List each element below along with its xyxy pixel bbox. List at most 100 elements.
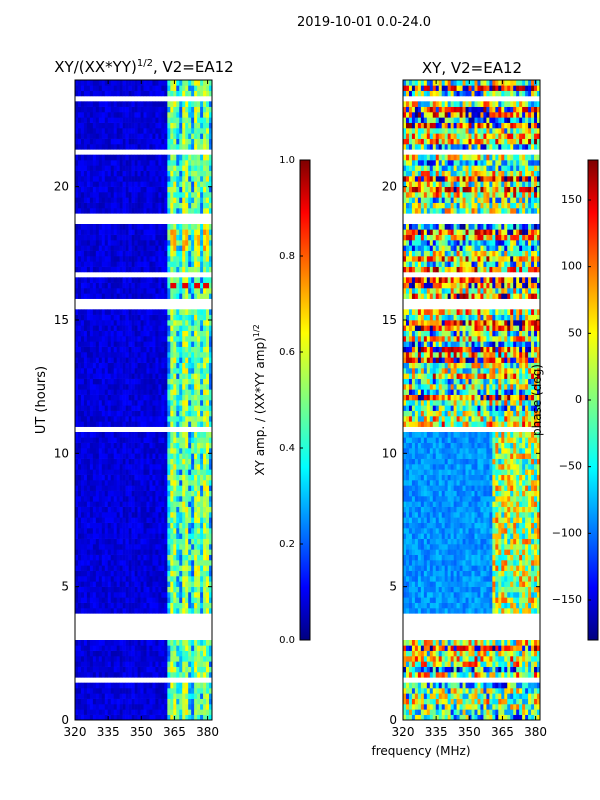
heatmap-cell [128,378,132,385]
heatmap-cell [188,410,192,417]
heatmap-cell [149,453,153,459]
heatmap-cell [152,80,156,86]
heatmap-cell [101,250,106,257]
heatmap-cell [113,256,117,262]
heatmap-cell [191,144,195,150]
heatmap-cell [116,186,120,193]
heatmap-cell [86,266,91,273]
heatmap-cell [86,192,91,198]
heatmap-cell [101,197,106,203]
heatmap-cell [98,394,103,401]
heatmap-cell [155,437,159,443]
heatmap-cell [122,485,126,491]
heatmap-cell [176,192,180,198]
heatmap-cell [98,282,103,289]
heatmap-cell [92,432,97,438]
heatmap-cell [128,181,132,187]
heatmap-cell [89,570,94,577]
heatmap-cell [185,277,189,283]
heatmap-cell [176,714,180,721]
heatmap-cell [92,554,97,561]
heatmap-cell [164,170,168,177]
heatmap-cell [161,608,165,614]
heatmap-cell [89,666,94,673]
heatmap-cell [170,538,174,545]
heatmap-cell [98,170,103,177]
heatmap-cell [131,416,135,422]
heatmap-cell [95,176,100,182]
heatmap-cell [125,330,129,337]
heatmap-cell [152,122,156,129]
heatmap-cell [107,602,112,609]
heatmap-cell [122,389,126,395]
heatmap-cell [80,522,85,529]
heatmap-cell [83,576,88,582]
heatmap-cell [203,560,207,566]
heatmap-cell [140,336,144,342]
heatmap-cell [137,442,141,449]
heatmap-cell [194,80,198,86]
heatmap-cell [104,560,109,566]
heatmap-cell [179,261,183,267]
heatmap-cell [176,112,180,118]
heatmap-cell [188,458,192,465]
heatmap-cell [95,256,100,262]
heatmap-cell [107,549,112,555]
heatmap-cell [185,320,189,326]
heatmap-cell [191,160,195,166]
heatmap-cell [182,666,186,673]
heatmap-cell [125,522,129,529]
heatmap-cell [86,368,91,374]
heatmap-cell [119,586,123,593]
heatmap-cell [119,314,123,321]
heatmap-cell [131,608,135,614]
heatmap-cell [98,346,103,353]
heatmap-cell [113,234,117,241]
heatmap-cell [98,581,103,587]
heatmap-cell [167,517,171,523]
heatmap-cell [191,586,195,593]
heatmap-cell [125,128,129,134]
heatmap-cell [173,90,177,97]
heatmap-cell [191,250,195,257]
heatmap-cell [194,245,198,251]
heatmap-cell [98,368,103,374]
heatmap-cell [110,400,115,406]
heatmap-cell [113,117,117,123]
heatmap-cell [200,533,204,539]
heatmap-cell [125,490,129,497]
heatmap-cell [83,490,88,497]
heatmap-cell [182,522,186,529]
heatmap-cell [77,309,82,315]
heatmap-cell [80,666,85,673]
heatmap-cell [161,352,165,358]
heatmap-cell [149,640,153,646]
heatmap-cell [155,293,159,299]
heatmap-cell [155,586,159,593]
heatmap-cell [122,266,126,273]
heatmap-cell [143,314,147,321]
heatmap-cell [191,560,195,566]
heatmap-cell [83,362,88,369]
heatmap-cell [185,256,189,262]
heatmap-cell [206,368,210,374]
heatmap-cell [80,309,85,315]
heatmap-cell [125,138,129,145]
heatmap-cell [92,453,97,459]
heatmap-cell [125,485,129,491]
heatmap-cell [75,693,79,699]
heatmap-cell [131,560,135,566]
heatmap-cell [125,576,129,582]
heatmap-cell [170,234,174,241]
heatmap-cell [95,373,100,379]
heatmap-cell [125,560,129,566]
heatmap-cell [98,277,103,283]
heatmap-cell [107,309,112,315]
heatmap-cell [200,266,204,273]
heatmap-cell [122,496,126,502]
heatmap-cell [83,224,88,230]
heatmap-cell [182,533,186,539]
heatmap-cell [158,112,162,118]
heatmap-cell [200,474,204,481]
heatmap-cell [116,352,120,358]
